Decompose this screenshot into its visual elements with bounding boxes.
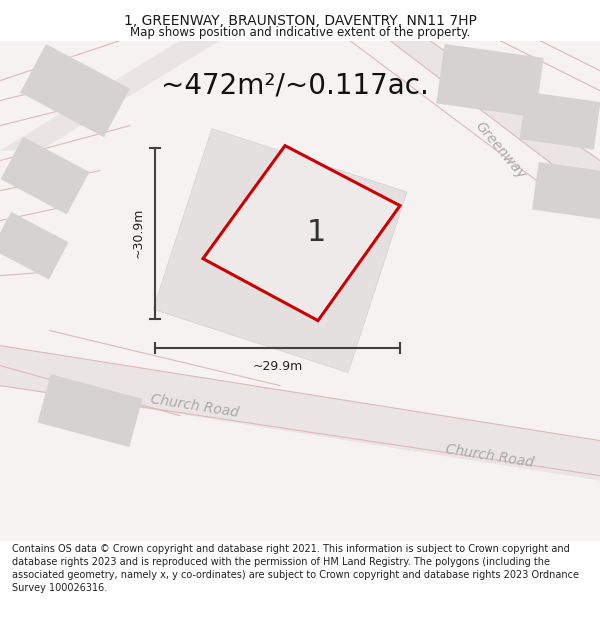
Text: ~29.9m: ~29.9m (253, 359, 302, 372)
Text: Map shows position and indicative extent of the property.: Map shows position and indicative extent… (130, 26, 470, 39)
Polygon shape (38, 374, 142, 447)
Polygon shape (203, 146, 400, 321)
Text: ~30.9m: ~30.9m (132, 208, 145, 258)
Text: ~472m²/~0.117ac.: ~472m²/~0.117ac. (161, 72, 429, 99)
Text: Church Road: Church Road (445, 442, 535, 469)
Polygon shape (20, 44, 130, 138)
Polygon shape (390, 41, 600, 201)
Text: Contains OS data © Crown copyright and database right 2021. This information is : Contains OS data © Crown copyright and d… (12, 544, 579, 593)
Text: Church Road: Church Road (150, 392, 240, 419)
Polygon shape (520, 92, 600, 149)
Polygon shape (532, 162, 600, 219)
Polygon shape (0, 41, 220, 151)
Polygon shape (1, 137, 89, 214)
Text: Greenway: Greenway (472, 119, 528, 182)
Polygon shape (0, 346, 600, 481)
Text: 1: 1 (307, 218, 326, 247)
Polygon shape (436, 44, 544, 118)
Polygon shape (0, 212, 68, 279)
Polygon shape (153, 129, 407, 372)
Text: 1, GREENWAY, BRAUNSTON, DAVENTRY, NN11 7HP: 1, GREENWAY, BRAUNSTON, DAVENTRY, NN11 7… (124, 14, 476, 28)
